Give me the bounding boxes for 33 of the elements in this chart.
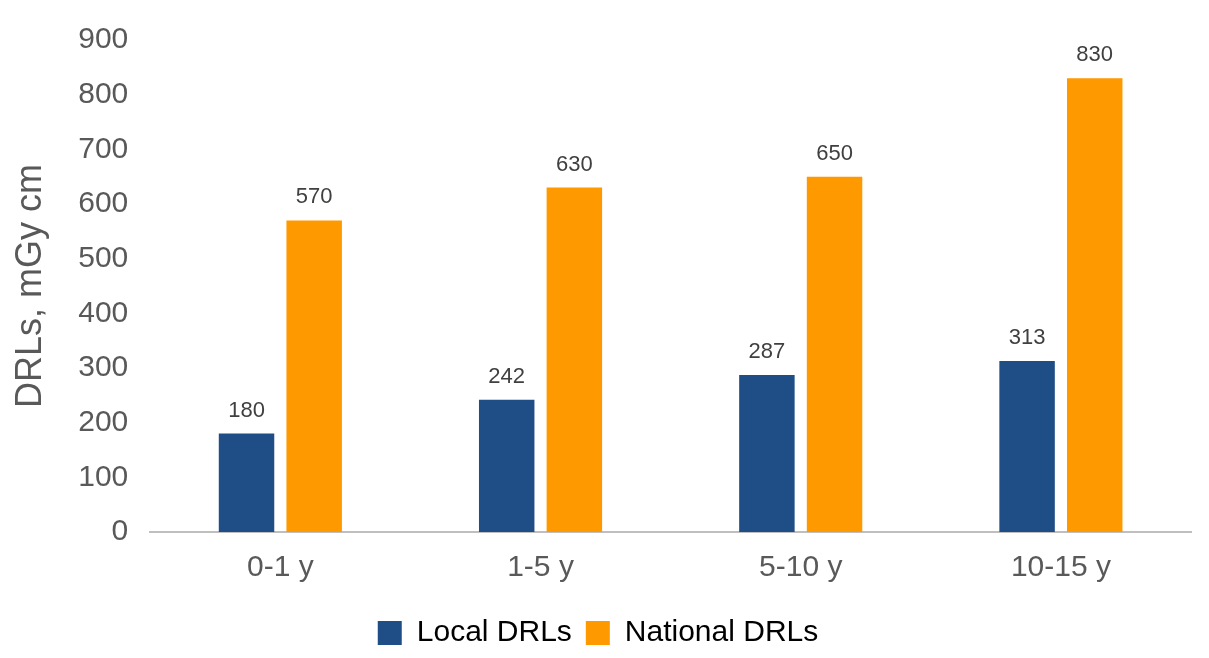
y-tick-label: 900	[78, 21, 129, 55]
y-tick-label: 300	[78, 349, 129, 383]
y-tick-label: 700	[78, 130, 129, 164]
y-tick-label: 100	[78, 458, 129, 492]
bar	[806, 176, 863, 532]
data-label: 287	[748, 338, 786, 364]
bar	[478, 399, 535, 532]
bar	[739, 375, 795, 532]
bar	[218, 433, 275, 532]
legend-label: National DRLs	[624, 614, 819, 648]
y-tick-label: 200	[78, 403, 129, 437]
y-tick-label: 500	[78, 239, 129, 273]
bar	[546, 187, 603, 532]
x-tick-label: 10-15 y	[1010, 549, 1111, 583]
bar	[999, 360, 1055, 532]
y-axis-title: DRLs, mGy cm	[7, 163, 49, 409]
data-label: 180	[228, 396, 265, 422]
data-label: 570	[295, 183, 333, 209]
y-tick-label: 600	[78, 185, 129, 219]
legend-label: Local DRLs	[416, 614, 572, 648]
x-tick-label: 5-10 y	[759, 549, 843, 583]
data-label: 313	[1008, 323, 1046, 349]
bar	[1066, 78, 1123, 532]
y-tick-label: 400	[78, 294, 129, 328]
data-label: 242	[488, 362, 526, 388]
x-tick-label: 1-5 y	[507, 549, 574, 583]
data-label: 630	[556, 150, 593, 176]
y-tick-label: 0	[111, 513, 129, 547]
bar	[286, 220, 342, 532]
y-tick-label: 800	[78, 75, 129, 109]
x-tick-label: 0-1 y	[247, 549, 314, 583]
data-label: 650	[816, 139, 853, 165]
data-label: 830	[1076, 41, 1114, 67]
